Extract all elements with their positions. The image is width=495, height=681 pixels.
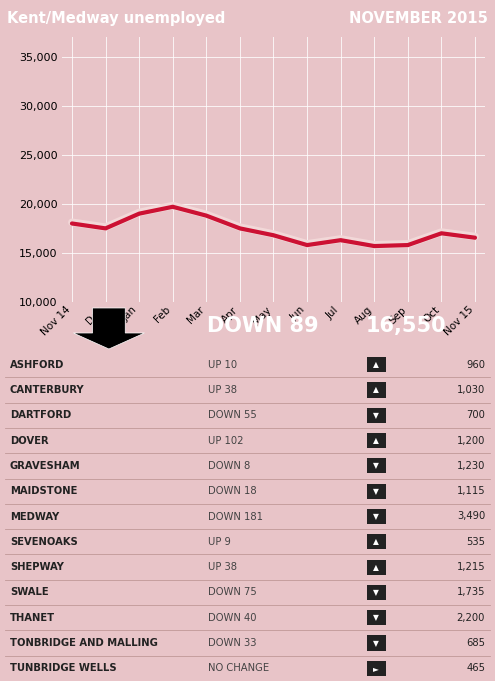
Text: NO CHANGE: NO CHANGE	[208, 663, 269, 674]
Text: ▲: ▲	[373, 563, 379, 571]
Text: 1,200: 1,200	[457, 436, 485, 445]
Text: 535: 535	[466, 537, 485, 547]
Text: CANTERBURY: CANTERBURY	[10, 385, 85, 395]
Text: UP 38: UP 38	[208, 385, 237, 395]
FancyBboxPatch shape	[367, 357, 386, 373]
FancyBboxPatch shape	[367, 610, 386, 625]
Text: 1,030: 1,030	[457, 385, 485, 395]
Text: UP 38: UP 38	[208, 562, 237, 572]
Text: ▼: ▼	[373, 512, 379, 521]
Text: ▼: ▼	[373, 639, 379, 648]
Text: ▲: ▲	[373, 436, 379, 445]
Text: 700: 700	[466, 410, 485, 420]
Text: 960: 960	[466, 360, 485, 370]
Text: ►: ►	[373, 664, 379, 673]
Text: ▲: ▲	[373, 537, 379, 546]
Text: 1,115: 1,115	[456, 486, 485, 496]
Text: MAIDSTONE: MAIDSTONE	[10, 486, 77, 496]
Text: SWALE: SWALE	[10, 588, 49, 597]
Text: TONBRIDGE AND MALLING: TONBRIDGE AND MALLING	[10, 638, 158, 648]
FancyBboxPatch shape	[367, 534, 386, 550]
Text: SHEPWAY: SHEPWAY	[10, 562, 64, 572]
Text: UP 102: UP 102	[208, 436, 244, 445]
FancyBboxPatch shape	[367, 560, 386, 575]
Text: ▼: ▼	[373, 462, 379, 471]
Text: ▼: ▼	[373, 411, 379, 419]
Text: THANET: THANET	[10, 613, 55, 622]
Text: DOWN 18: DOWN 18	[208, 486, 256, 496]
Text: ▲: ▲	[373, 360, 379, 369]
Text: DARTFORD: DARTFORD	[10, 410, 71, 420]
FancyBboxPatch shape	[367, 408, 386, 423]
FancyBboxPatch shape	[367, 433, 386, 448]
Text: 465: 465	[466, 663, 485, 674]
Text: NOVEMBER 2015: NOVEMBER 2015	[348, 11, 488, 26]
Text: ASHFORD: ASHFORD	[10, 360, 64, 370]
FancyBboxPatch shape	[367, 484, 386, 498]
Text: DOVER: DOVER	[10, 436, 49, 445]
FancyBboxPatch shape	[367, 585, 386, 600]
Text: DOWN 8: DOWN 8	[208, 461, 250, 471]
Text: ▼: ▼	[373, 487, 379, 496]
Text: UP 10: UP 10	[208, 360, 237, 370]
Text: MEDWAY: MEDWAY	[10, 511, 59, 522]
Text: DOWN 33: DOWN 33	[208, 638, 256, 648]
Text: 16,550: 16,550	[366, 316, 446, 336]
Text: 2,200: 2,200	[457, 613, 485, 622]
Text: 1,215: 1,215	[456, 562, 485, 572]
Text: DOWN 75: DOWN 75	[208, 588, 256, 597]
Text: ▼: ▼	[373, 588, 379, 597]
Text: 3,490: 3,490	[457, 511, 485, 522]
FancyBboxPatch shape	[367, 509, 386, 524]
FancyBboxPatch shape	[367, 382, 386, 398]
Text: DOWN 55: DOWN 55	[208, 410, 256, 420]
Text: TUNBRIDGE WELLS: TUNBRIDGE WELLS	[10, 663, 116, 674]
FancyBboxPatch shape	[367, 635, 386, 650]
Text: 685: 685	[466, 638, 485, 648]
Text: ▲: ▲	[373, 385, 379, 394]
Text: DOWN 89: DOWN 89	[206, 316, 318, 336]
Text: 1,735: 1,735	[456, 588, 485, 597]
Text: ▼: ▼	[373, 613, 379, 622]
FancyBboxPatch shape	[367, 458, 386, 473]
Text: Kent/Medway unemployed: Kent/Medway unemployed	[7, 11, 226, 26]
Text: GRAVESHAM: GRAVESHAM	[10, 461, 81, 471]
FancyBboxPatch shape	[367, 661, 386, 676]
Text: DOWN 181: DOWN 181	[208, 511, 263, 522]
Polygon shape	[73, 308, 145, 349]
Text: 1,230: 1,230	[457, 461, 485, 471]
Text: SEVENOAKS: SEVENOAKS	[10, 537, 78, 547]
Text: UP 9: UP 9	[208, 537, 231, 547]
Text: DOWN 40: DOWN 40	[208, 613, 256, 622]
